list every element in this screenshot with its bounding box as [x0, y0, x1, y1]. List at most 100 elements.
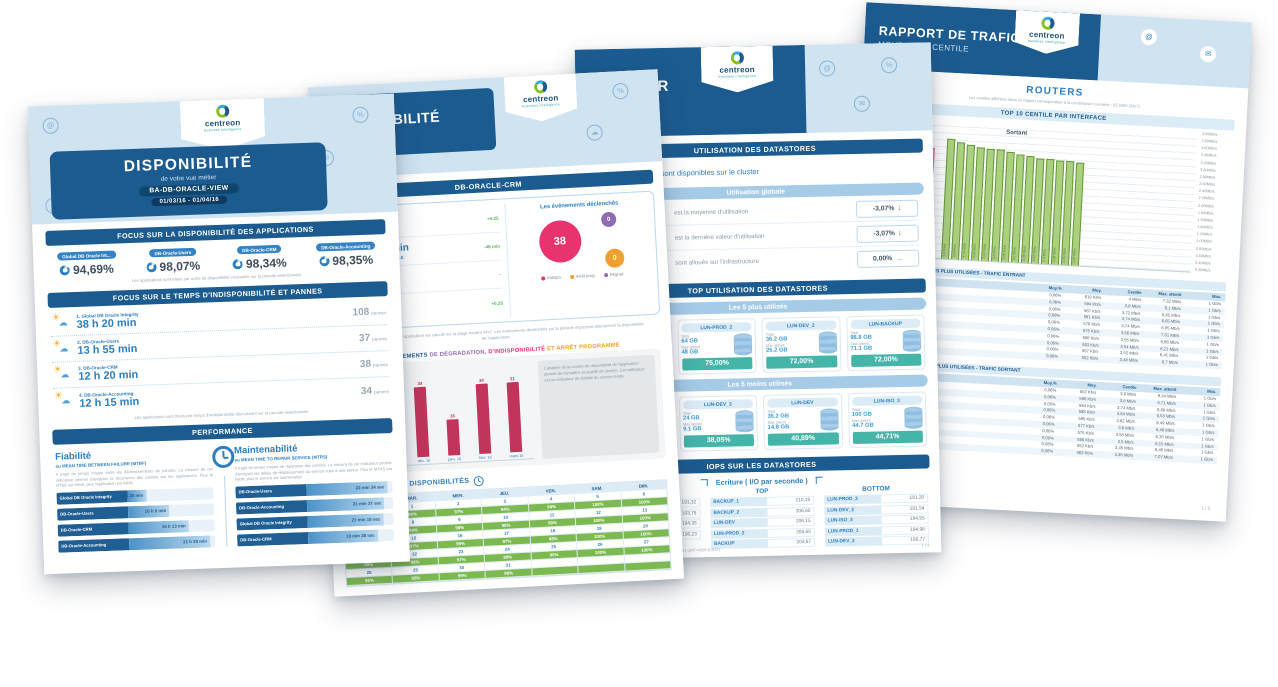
evolution-bar-value: 34	[478, 377, 484, 383]
legend-dot-icon	[569, 274, 575, 279]
iops-value: 206,15	[767, 516, 815, 527]
centreon-logo-icon	[533, 80, 547, 94]
brand-tagline: business intelligence	[1027, 38, 1066, 45]
reliability-column: Fiabilité ou MEAN TIME BETWEEN FAILURE (…	[55, 446, 216, 556]
iops-table-top: TOP BACKUP_1 210,19 BACKUP_2 206,60 LUN-…	[710, 487, 816, 551]
centreon-logo-icon	[730, 51, 743, 64]
weather-icon: ☀ ☁	[51, 338, 72, 358]
iops-row: LUN-ISO_3 194,95	[824, 514, 929, 526]
iops-row: BACKUP_1 210,19	[710, 495, 815, 508]
bar-fill: 21 min 37 sec	[306, 497, 385, 512]
metric-delta-badge: +0,25	[491, 300, 504, 306]
calendar-cell: 99%	[439, 570, 487, 581]
datastore-card-body: Total 98.8 GB Max atteint 71.1 GB	[850, 329, 922, 353]
report-period: 01/03/16 - 01/04/16	[151, 195, 228, 207]
datastore-name: BACKUP_2	[710, 507, 768, 518]
bar-inline-label: 3,4 Mb/s	[1042, 248, 1047, 263]
availability-metric: DB-Oracle-Accounting 98,35%	[305, 241, 386, 269]
weather-icon: ☀ ☁	[50, 312, 71, 332]
axis-label: 1.60Mb/s	[1197, 217, 1214, 223]
sortant-bars: 3,9 Mb/s 3,8 Mb/s 3,74 Mb/s 3,64 Mb/s 3,…	[941, 135, 1085, 266]
mtrs-bar: DB-Oracle-Users 22 min 34 sec	[235, 480, 393, 499]
iops-value: 191,54	[881, 503, 929, 514]
bar-label: DB-Oracle-CRM	[237, 531, 309, 547]
max-value: 71.1 GB	[850, 345, 873, 353]
evolution-column: 31 mars 16	[505, 361, 524, 459]
bar-track: 4 h 20 min	[122, 487, 214, 503]
availability-metric: Global DB Oracle Int... 94,69%	[46, 250, 127, 278]
datastore-card: LUN-DEV_3 Total 24 GB Max atteint 9.1 GB…	[678, 395, 759, 452]
iops-table-title: BOTTOM	[862, 485, 890, 493]
datastore-cylinder-icon	[733, 333, 753, 356]
usage-trend-box: -3,07% ↓	[856, 224, 919, 243]
iops-table-bottom-2: BOTTOM LUN-PROD_3 191,20 LUN-DEV_2 191,5…	[824, 484, 930, 548]
iops-value: 194,95	[881, 514, 929, 525]
mtbf-bar: Global DB Oracle Integrity 4 h 20 min	[56, 487, 214, 505]
application-name-pill: DB-Oracle-Users	[149, 247, 197, 258]
failures-count: 37 pannes	[359, 332, 388, 344]
bar-value: 4 h 20 min	[121, 493, 144, 499]
bar-inline-label: 3,38 Mb/s	[1052, 247, 1058, 263]
bar-value: 15 h 13 min	[161, 523, 186, 530]
datastore-stats: Total 36.2 GB Max atteint 26.2 GB	[766, 332, 816, 355]
bar-label: DB-Oracle-Users	[235, 483, 307, 499]
metric-delta-badge: -48 min	[483, 243, 501, 250]
max-value: 14.8 GB	[767, 424, 790, 431]
calendar-cell: 95%	[392, 572, 440, 584]
bar-label: DB-Oracle-CRM	[57, 522, 129, 537]
bar-track: 22 min 34 sec	[305, 480, 393, 496]
datastore-card: LUN-DEV_2 Total 36.2 GB Max atteint 26.2…	[761, 316, 841, 373]
axis-label: 0.40Mb/s	[1195, 260, 1211, 266]
iops-row: LUN-DEV 206,15	[710, 516, 815, 529]
report-title: DISPONIBILITÉ	[123, 153, 253, 176]
weather-icon: ☀ ☁	[53, 390, 74, 410]
datastore-cylinder-icon	[735, 410, 754, 433]
report-title-card: DISPONIBILITÉ de votre vue métier BA-DB-…	[49, 142, 328, 220]
axis-label: 2.40Mb/s	[1198, 189, 1215, 194]
bar-fill: 22 min 34 sec	[305, 481, 388, 496]
cloud-icon: ☁	[58, 316, 68, 328]
bar-inline-label: 3,64 Mb/s	[972, 243, 978, 259]
downtime-main: 4. DB-Oracle-Accounting 12 h 15 min	[79, 383, 355, 410]
calendar-cell	[624, 560, 671, 572]
trend-arrow-icon: →	[895, 253, 904, 263]
datastore-card: LUN-DEV Total 36.2 GB Max atteint 14.8 G…	[762, 393, 843, 450]
iops-value: 194,98	[881, 524, 929, 535]
evolution-heading-part: D'INDISPONIBILITÉ	[488, 345, 548, 356]
datastore-stats: Total 36.2 GB Max atteint 14.8 GB	[767, 409, 817, 432]
iops-row: LUN-PROD_3 191,20	[824, 493, 929, 505]
application-name-pill: DB-Oracle-CRM	[236, 244, 282, 255]
evolution-column: 34 déc. 15	[413, 366, 431, 464]
max-value: 44.7 GB	[852, 422, 874, 430]
failures-number: 37	[358, 332, 371, 345]
legend-label: Indispo.	[547, 274, 563, 281]
metric-delta-badge: +0,25	[486, 215, 499, 222]
datastore-name: LUN-DEV	[710, 517, 768, 529]
calendar-cell	[578, 563, 626, 574]
business-view-name: BA-DB-ORACLE-VIEW	[139, 182, 239, 197]
axis-label: 0.20Mb/s	[1194, 267, 1211, 273]
mtbf-bar: DB-Oracle-CRM 15 h 13 min	[57, 519, 215, 537]
cloud-icon: ☁	[60, 368, 70, 380]
datastore-name: LUN-DEV_2	[765, 320, 837, 331]
failures-count: 34 pannes	[361, 385, 390, 396]
bar-fill: 21 min 18 sec	[307, 513, 384, 528]
doodle-icon: %	[880, 57, 898, 74]
bar-label: DB-Oracle-Accounting	[235, 499, 307, 515]
calendar-cell	[532, 565, 579, 577]
legend-dot-icon	[603, 272, 608, 277]
bar-inline-label: 3,45 Mb/s	[1022, 245, 1028, 261]
bar-fill: 15 h 13 min	[128, 519, 189, 535]
evolution-column: 34 févr. 16	[474, 363, 492, 461]
bar-value: 19 min 28 sec	[346, 532, 375, 539]
scheduled-stop-count-bubble: 0	[604, 248, 625, 269]
calendar-cell: 98%	[485, 568, 533, 579]
report-subtitle: de votre vue métier	[160, 173, 217, 183]
clock-icon	[211, 445, 235, 469]
evolution-column: 16 janv. 16	[443, 365, 461, 463]
iops-subtitle: Ecriture ( I/O par seconde )	[715, 475, 808, 487]
availability-percent: 98,34%	[245, 255, 287, 272]
axis-label: 1.40Mb/s	[1196, 224, 1213, 230]
bar-track: 21 min 37 sec	[306, 496, 394, 512]
cell-moy: 552 Kb/s	[1081, 355, 1099, 362]
